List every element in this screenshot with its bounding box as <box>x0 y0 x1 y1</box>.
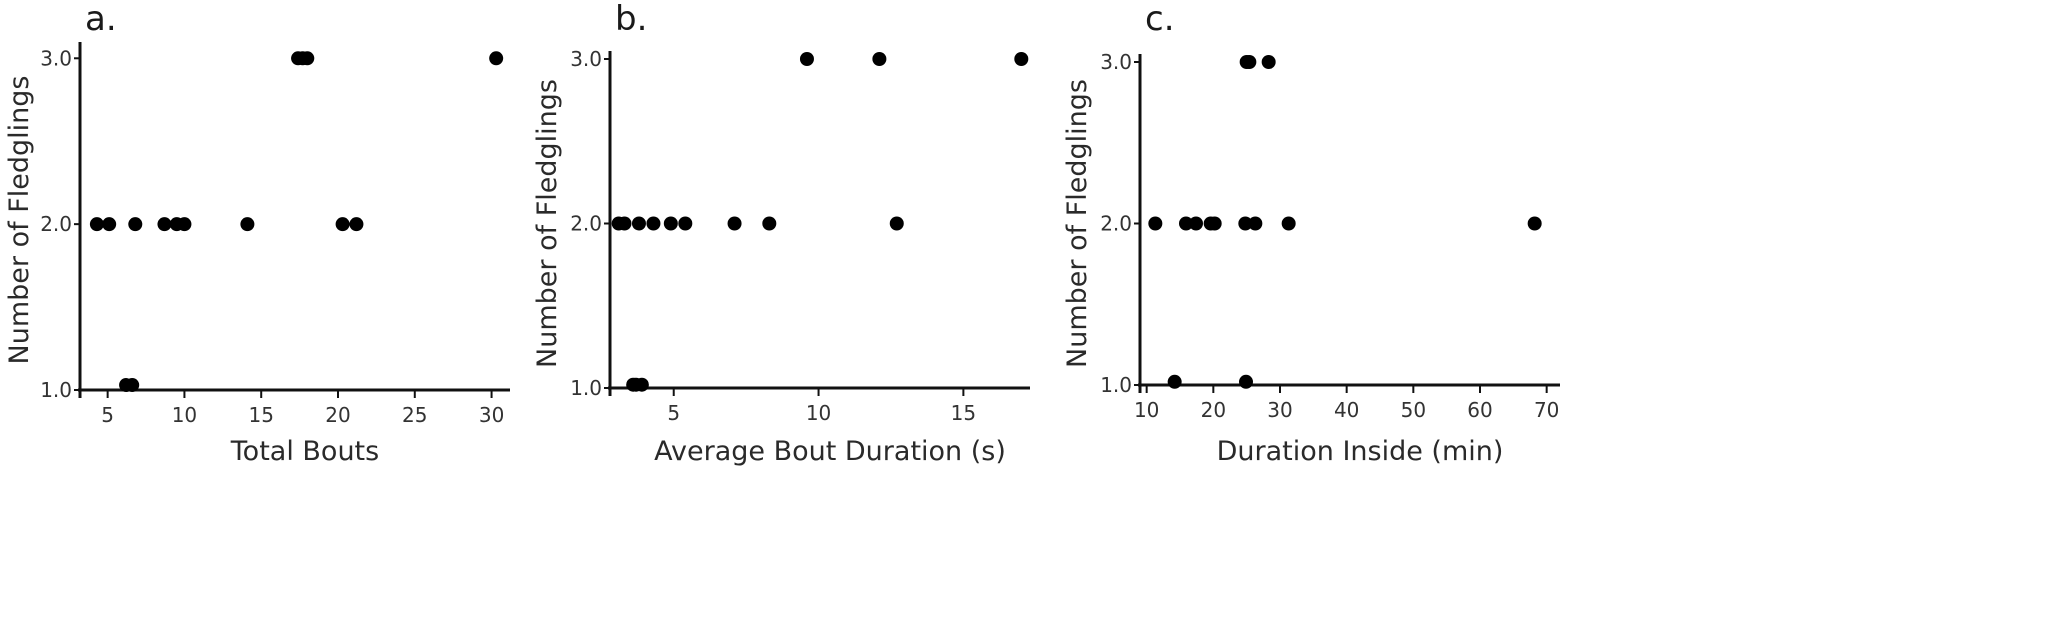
data-point <box>128 217 143 232</box>
y-tick-label: 3.0 <box>1100 50 1132 74</box>
x-tick-label: 15 <box>951 401 976 425</box>
data-point <box>1242 55 1257 69</box>
data-point <box>89 217 104 232</box>
data-point <box>1179 216 1193 231</box>
x-tick-label: 5 <box>101 403 114 427</box>
data-point <box>125 378 140 393</box>
x-tick-label: 15 <box>248 403 273 427</box>
data-point <box>663 216 678 231</box>
x-tick-label: 20 <box>1201 398 1226 422</box>
data-point <box>300 51 315 66</box>
y-tick-label: 1.0 <box>40 378 72 402</box>
data-point <box>1167 374 1182 389</box>
data-point <box>634 377 649 392</box>
data-point <box>1238 216 1253 231</box>
x-tick-label: 20 <box>325 403 350 427</box>
data-point <box>1248 216 1263 231</box>
data-point <box>1189 216 1203 231</box>
data-point <box>727 216 742 231</box>
data-point <box>1281 216 1296 231</box>
chart-panel-b: b. 5 10 15 1.0 2.0 3.0 Average Bout Duration (s… <box>532 0 1030 467</box>
x-tick-label: 10 <box>806 401 831 425</box>
data-point <box>1261 55 1276 69</box>
data-point <box>102 217 117 232</box>
x-tick-label: 30 <box>479 403 504 427</box>
panel-label: a. <box>85 0 117 39</box>
panel-label: b. <box>615 0 647 39</box>
data-point <box>1239 374 1253 389</box>
y-axis-title: Number of Fledglings <box>532 79 563 368</box>
data-point <box>1527 216 1542 231</box>
data-point <box>1207 216 1222 231</box>
y-axis-title: Number of Fledglings <box>4 76 35 365</box>
data-point <box>646 216 661 231</box>
x-tick-label: 25 <box>402 403 427 427</box>
chart-panel-a: a. 5 10 15 20 25 30 1.0 2.0 3.0 Total Bouts Number … <box>4 0 510 467</box>
y-tick-label: 2.0 <box>570 212 602 236</box>
data-point <box>631 216 646 231</box>
x-tick-label: 5 <box>667 401 680 425</box>
data-point <box>617 216 632 231</box>
y-tick-label: 1.0 <box>570 376 602 400</box>
data-point <box>240 217 255 232</box>
x-tick-label: 40 <box>1334 398 1359 422</box>
x-tick-label: 10 <box>1134 398 1159 422</box>
y-tick-label: 1.0 <box>1100 373 1132 397</box>
data-point <box>489 51 504 66</box>
y-tick-label: 2.0 <box>1100 212 1132 236</box>
x-tick-label: 10 <box>172 403 197 427</box>
y-tick-label: 3.0 <box>570 47 602 71</box>
data-point <box>799 52 814 66</box>
x-tick-label: 30 <box>1267 398 1292 422</box>
data-point <box>349 217 364 232</box>
x-tick-label: 60 <box>1467 398 1492 422</box>
data-point <box>157 217 172 232</box>
data-point <box>1148 216 1163 231</box>
x-axis-title: Average Bout Duration (s) <box>654 436 1006 467</box>
y-axis-title: Number of Fledglings <box>1062 79 1093 368</box>
data-point <box>177 217 192 232</box>
data-point <box>335 217 350 232</box>
x-axis-title: Duration Inside (min) <box>1217 436 1504 467</box>
data-point <box>1014 52 1029 66</box>
chart-panel-c: c. 10 20 30 40 50 60 70 1.0 2.0 3.0 Duration Inside… <box>1062 0 1560 467</box>
data-point <box>762 216 777 231</box>
x-tick-label: 50 <box>1401 398 1426 422</box>
x-tick-label: 70 <box>1534 398 1559 422</box>
y-tick-label: 2.0 <box>40 212 72 236</box>
data-point <box>872 52 887 66</box>
data-point <box>678 216 693 231</box>
x-axis-title: Total Bouts <box>230 436 379 467</box>
data-point <box>889 216 904 231</box>
panel-label: c. <box>1145 0 1175 39</box>
y-tick-label: 3.0 <box>40 46 72 70</box>
